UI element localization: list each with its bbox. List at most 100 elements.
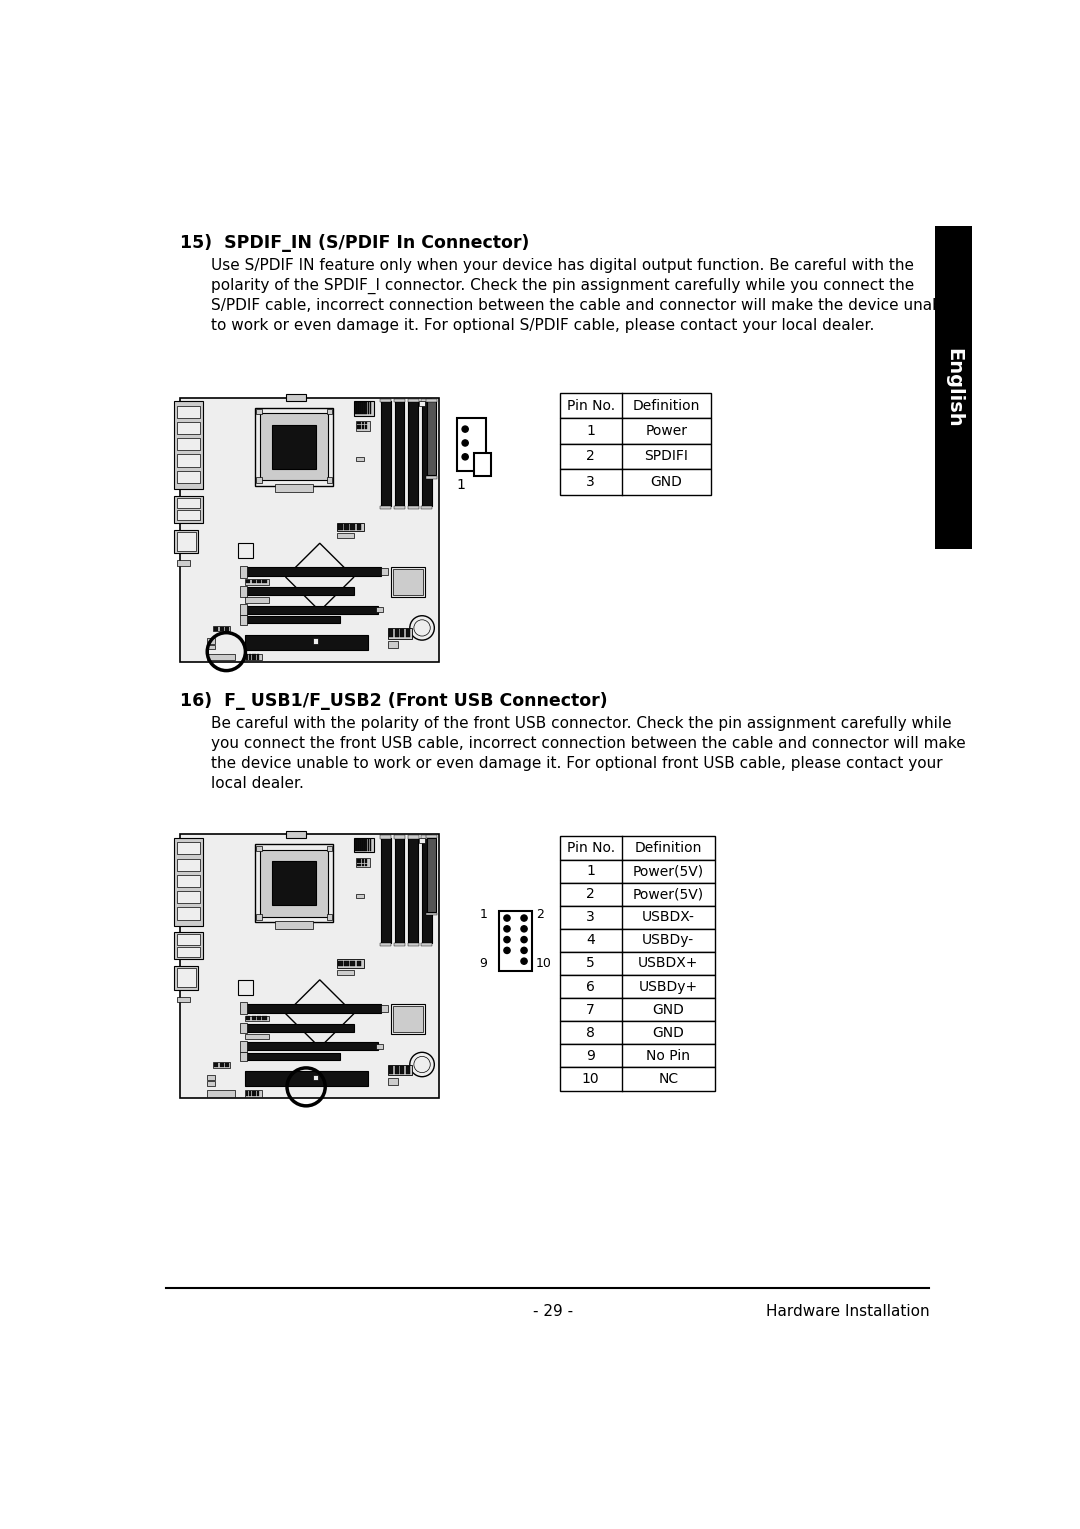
Bar bbox=[427, 399, 437, 402]
Circle shape bbox=[504, 937, 510, 943]
Text: 2: 2 bbox=[536, 908, 543, 922]
Bar bbox=[214, 627, 218, 630]
Circle shape bbox=[414, 1057, 430, 1073]
Bar bbox=[245, 1034, 269, 1040]
Circle shape bbox=[521, 948, 527, 954]
Bar bbox=[245, 598, 269, 602]
Bar bbox=[422, 838, 432, 942]
Bar bbox=[255, 844, 334, 922]
Bar bbox=[365, 402, 367, 414]
Bar bbox=[393, 1006, 423, 1032]
Bar bbox=[338, 524, 343, 529]
Text: GND: GND bbox=[650, 476, 683, 489]
Bar bbox=[381, 401, 391, 506]
Bar bbox=[176, 532, 195, 550]
Bar bbox=[360, 858, 362, 861]
Bar bbox=[421, 835, 432, 839]
Text: 2: 2 bbox=[586, 887, 595, 901]
Bar bbox=[559, 928, 715, 953]
Bar bbox=[356, 858, 369, 867]
Circle shape bbox=[462, 427, 469, 433]
Text: No Pin: No Pin bbox=[646, 1049, 690, 1063]
Bar bbox=[175, 401, 203, 489]
Bar bbox=[256, 914, 261, 919]
Bar bbox=[380, 399, 391, 402]
Bar bbox=[354, 401, 375, 416]
Bar bbox=[240, 615, 247, 624]
Bar bbox=[225, 1063, 229, 1067]
Text: 15)  SPDIF_IN (S/PDIF In Connector): 15) SPDIF_IN (S/PDIF In Connector) bbox=[180, 234, 529, 252]
Bar bbox=[357, 839, 359, 852]
Bar bbox=[207, 638, 215, 644]
Bar bbox=[248, 1090, 251, 1096]
Bar bbox=[176, 454, 201, 466]
Bar bbox=[362, 839, 363, 852]
Bar bbox=[427, 835, 437, 838]
Bar bbox=[176, 405, 201, 417]
Bar bbox=[256, 846, 261, 852]
Bar bbox=[394, 399, 405, 402]
Bar bbox=[408, 401, 418, 506]
Bar bbox=[559, 905, 715, 928]
Bar bbox=[313, 638, 319, 644]
Bar bbox=[559, 859, 715, 882]
Text: 16)  F_ USB1/F_USB2 (Front USB Connector): 16) F_ USB1/F_USB2 (Front USB Connector) bbox=[180, 691, 608, 709]
Bar bbox=[356, 894, 364, 898]
Circle shape bbox=[462, 440, 469, 446]
Bar bbox=[360, 864, 362, 865]
Bar bbox=[337, 534, 354, 538]
Bar bbox=[360, 861, 362, 864]
Text: GND: GND bbox=[652, 1026, 684, 1040]
Text: Definition: Definition bbox=[633, 399, 700, 413]
Bar bbox=[256, 477, 261, 483]
Text: the device unable to work or even damage it. For optional front USB cable, pleas: the device unable to work or even damage… bbox=[211, 757, 943, 771]
Bar bbox=[356, 457, 364, 462]
Bar bbox=[246, 1017, 251, 1020]
Bar bbox=[401, 1066, 404, 1073]
Bar bbox=[362, 422, 364, 424]
Bar bbox=[255, 408, 334, 486]
Text: English: English bbox=[944, 347, 963, 427]
Text: 2: 2 bbox=[586, 450, 595, 463]
Bar bbox=[395, 401, 404, 506]
Bar bbox=[176, 842, 201, 855]
Bar bbox=[245, 1053, 340, 1060]
Bar bbox=[285, 394, 306, 401]
Text: 1: 1 bbox=[586, 864, 595, 878]
Bar bbox=[363, 402, 365, 414]
Bar bbox=[388, 642, 399, 648]
Bar bbox=[380, 506, 391, 509]
Bar bbox=[176, 875, 201, 887]
Text: 10: 10 bbox=[536, 957, 552, 969]
Bar bbox=[381, 569, 388, 575]
Text: 1: 1 bbox=[586, 424, 595, 437]
Bar bbox=[367, 402, 369, 414]
Bar bbox=[408, 506, 419, 509]
Bar bbox=[245, 1072, 367, 1086]
Bar bbox=[254, 654, 256, 661]
Bar bbox=[238, 543, 253, 558]
Bar bbox=[275, 920, 313, 930]
Bar bbox=[376, 1043, 382, 1049]
Bar bbox=[219, 627, 224, 630]
Bar bbox=[260, 850, 328, 917]
Text: USBDy+: USBDy+ bbox=[638, 980, 698, 994]
Bar bbox=[245, 567, 381, 576]
Bar bbox=[559, 998, 715, 1021]
Text: GND: GND bbox=[652, 1003, 684, 1017]
Bar bbox=[393, 569, 423, 595]
Bar bbox=[176, 997, 190, 1001]
Polygon shape bbox=[285, 543, 354, 612]
Bar bbox=[260, 413, 328, 480]
Text: S/PDIF cable, incorrect connection between the cable and connector will make the: S/PDIF cable, incorrect connection betwe… bbox=[211, 298, 956, 313]
Bar bbox=[272, 425, 316, 469]
Bar bbox=[176, 422, 201, 434]
Bar bbox=[252, 654, 254, 661]
Bar bbox=[240, 1023, 247, 1034]
Bar bbox=[457, 419, 486, 471]
Bar bbox=[369, 402, 370, 414]
Bar bbox=[355, 839, 356, 852]
Bar bbox=[245, 654, 261, 661]
Bar bbox=[559, 1044, 715, 1067]
Bar bbox=[362, 864, 364, 865]
